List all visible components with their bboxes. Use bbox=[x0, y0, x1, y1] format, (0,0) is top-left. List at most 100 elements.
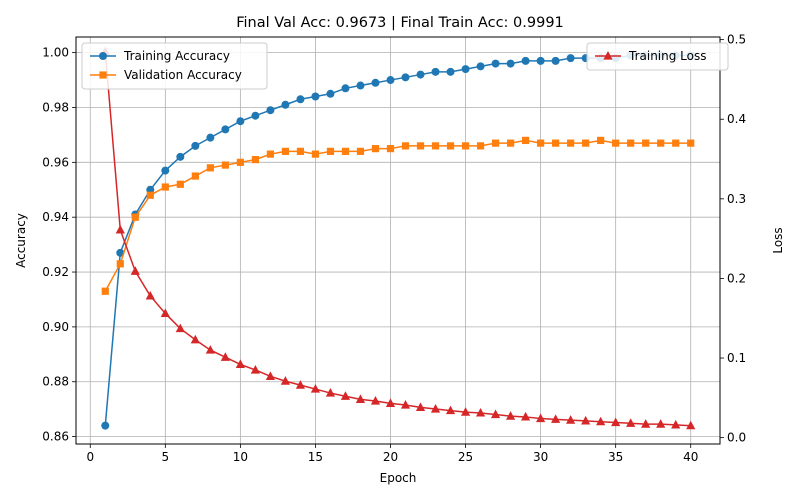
data-point bbox=[280, 376, 291, 385]
x-tick-label: 0 bbox=[86, 450, 94, 464]
series-line bbox=[104, 139, 691, 292]
data-point bbox=[475, 407, 486, 417]
data-point bbox=[521, 136, 530, 144]
data-point bbox=[206, 164, 214, 172]
y-left-tick-label: 0.88 bbox=[42, 375, 69, 389]
data-point bbox=[161, 166, 170, 175]
data-point bbox=[296, 147, 305, 155]
y-left-tick-label: 0.90 bbox=[42, 320, 69, 334]
data-point bbox=[686, 420, 696, 430]
data-point bbox=[446, 67, 455, 76]
data-point bbox=[251, 111, 260, 120]
data-point bbox=[626, 418, 636, 427]
data-point bbox=[415, 402, 426, 411]
data-point bbox=[236, 117, 245, 126]
data-point bbox=[656, 419, 666, 428]
data-point bbox=[520, 411, 531, 421]
data-point bbox=[205, 345, 215, 354]
data-point bbox=[310, 384, 321, 393]
legend-label: Training Loss bbox=[628, 49, 706, 63]
data-point bbox=[431, 142, 440, 150]
data-point bbox=[552, 139, 560, 147]
data-point bbox=[311, 150, 320, 158]
grid-layer bbox=[76, 37, 720, 444]
data-point bbox=[597, 136, 605, 144]
data-point bbox=[476, 62, 485, 71]
data-point bbox=[116, 260, 124, 268]
y-left-tick-label: 0.98 bbox=[42, 100, 69, 114]
data-point bbox=[386, 76, 395, 85]
legend-label: Training Accuracy bbox=[123, 49, 230, 63]
data-point bbox=[416, 70, 425, 79]
data-point bbox=[295, 380, 306, 389]
data-point bbox=[506, 139, 515, 147]
data-point bbox=[567, 139, 575, 147]
data-point bbox=[161, 183, 169, 191]
data-point bbox=[491, 59, 500, 68]
data-point bbox=[220, 352, 230, 361]
data-point bbox=[582, 139, 590, 147]
data-point bbox=[356, 147, 365, 155]
data-point bbox=[371, 78, 380, 87]
legend-box bbox=[81, 42, 268, 90]
y-right-tick-label: 0.5 bbox=[727, 33, 746, 47]
data-point bbox=[356, 81, 365, 90]
y-right-axis-label: Loss bbox=[771, 227, 785, 253]
data-point bbox=[341, 84, 350, 93]
data-point bbox=[446, 142, 455, 150]
data-point bbox=[537, 139, 545, 147]
legend-left: Training Accuracy Validation Accuracy bbox=[81, 42, 268, 90]
data-point bbox=[611, 417, 621, 427]
legend-marker bbox=[603, 51, 613, 60]
data-point bbox=[145, 290, 155, 300]
data-point bbox=[476, 142, 485, 150]
data-point bbox=[687, 139, 695, 147]
data-point bbox=[505, 411, 516, 420]
data-point bbox=[536, 413, 546, 423]
data-point bbox=[551, 414, 561, 423]
data-point bbox=[176, 152, 185, 161]
data-point bbox=[296, 95, 305, 104]
data-point bbox=[612, 139, 620, 147]
data-point bbox=[445, 405, 456, 415]
y-left-tick-label: 0.92 bbox=[42, 265, 69, 279]
data-point bbox=[461, 142, 470, 150]
legend-marker bbox=[99, 71, 107, 79]
data-point bbox=[400, 399, 411, 409]
data-point bbox=[131, 213, 139, 221]
data-point bbox=[491, 139, 500, 147]
data-point bbox=[551, 56, 560, 65]
data-point bbox=[221, 161, 229, 169]
data-point bbox=[461, 65, 470, 74]
data-point bbox=[401, 73, 410, 82]
data-point bbox=[671, 419, 681, 429]
data-point bbox=[641, 419, 651, 428]
data-point bbox=[326, 89, 335, 98]
y-left-axis-label: Accuracy bbox=[14, 213, 28, 268]
data-point bbox=[340, 391, 351, 400]
data-point bbox=[416, 142, 425, 150]
legend-right: Training Loss bbox=[586, 42, 729, 71]
data-point bbox=[385, 398, 396, 408]
data-point bbox=[521, 56, 530, 65]
data-point bbox=[101, 421, 110, 430]
legend-box bbox=[586, 42, 729, 71]
data-point bbox=[281, 147, 290, 155]
data-point bbox=[386, 145, 395, 153]
data-point bbox=[236, 158, 244, 166]
y-left-tick-label: 0.86 bbox=[42, 430, 69, 444]
x-axis-label: Epoch bbox=[380, 471, 417, 485]
data-point bbox=[160, 308, 170, 318]
x-axis-ticks: 0 5 10 15 20 25 30 35 40 bbox=[86, 444, 698, 464]
data-point bbox=[175, 323, 185, 333]
plot-frame bbox=[75, 36, 721, 445]
series-training-loss bbox=[100, 46, 696, 430]
data-point bbox=[460, 407, 471, 416]
data-point bbox=[370, 396, 381, 405]
data-point bbox=[146, 191, 154, 199]
series-training-accuracy bbox=[101, 51, 695, 430]
y-left-tick-label: 0.96 bbox=[42, 155, 69, 169]
data-point bbox=[190, 334, 200, 344]
